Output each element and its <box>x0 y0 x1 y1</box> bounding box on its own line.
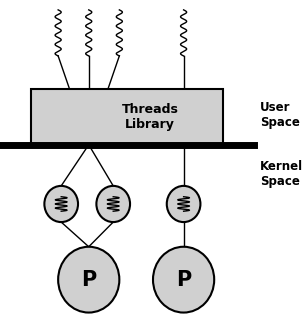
Circle shape <box>96 186 130 222</box>
Circle shape <box>44 186 78 222</box>
Circle shape <box>153 247 214 313</box>
Bar <box>31 89 223 145</box>
Text: P: P <box>176 270 191 290</box>
Circle shape <box>58 247 119 313</box>
Text: Kernel
Space: Kernel Space <box>260 160 303 189</box>
Circle shape <box>167 186 200 222</box>
Text: User
Space: User Space <box>260 101 300 129</box>
Text: P: P <box>81 270 96 290</box>
Text: Threads
Library: Threads Library <box>122 103 179 131</box>
